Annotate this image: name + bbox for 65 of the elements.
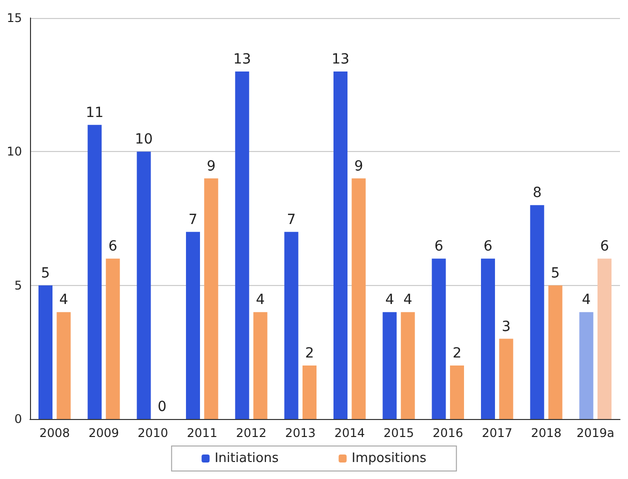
x-tick-label: 2008 (39, 426, 70, 440)
bar (382, 312, 397, 419)
x-tick-label: 2014 (334, 426, 365, 440)
data-label: 6 (434, 238, 444, 255)
bar (548, 285, 562, 419)
x-tick-label: 2016 (432, 426, 464, 440)
data-label: 4 (256, 292, 265, 308)
data-label: 4 (385, 292, 394, 308)
x-tick-label: 2015 (383, 426, 414, 440)
x-tick-label: 2017 (482, 426, 512, 440)
data-label: 4 (403, 292, 412, 308)
bar (284, 232, 298, 419)
y-tick-label: 0 (14, 412, 22, 426)
data-label: 6 (600, 238, 610, 255)
x-tick-label: 2009 (88, 426, 120, 440)
bar (400, 312, 415, 419)
data-label: 3 (502, 318, 511, 335)
bar (136, 152, 151, 419)
bar (530, 205, 544, 419)
data-label: 2 (305, 346, 314, 362)
x-tick-label: 2012 (236, 426, 267, 440)
bar (56, 312, 71, 419)
x-tick-label: 2010 (138, 426, 168, 440)
data-label: 13 (332, 51, 350, 68)
data-label: 13 (233, 51, 252, 68)
x-tick-label: 2011 (186, 426, 218, 440)
data-label: 6 (108, 238, 118, 255)
data-label: 4 (582, 292, 591, 308)
legend-label: Initiations (214, 451, 279, 466)
bar (598, 258, 612, 419)
data-label: 9 (206, 158, 216, 174)
y-tick-label: 15 (6, 11, 22, 25)
data-label: 2 (452, 346, 462, 362)
data-label: 5 (41, 265, 50, 282)
y-tick-label: 5 (14, 278, 22, 292)
bar (302, 366, 317, 419)
data-label: 0 (158, 399, 166, 415)
y-tick-label: 10 (6, 144, 22, 159)
bar (480, 258, 495, 419)
bar (450, 366, 464, 419)
data-label: 10 (134, 132, 153, 148)
bar (499, 338, 514, 419)
data-label: 7 (286, 212, 296, 228)
bar (88, 124, 102, 419)
x-tick-label: 2019a (576, 426, 614, 440)
bar (106, 258, 120, 419)
bar (579, 312, 594, 419)
bar (186, 232, 200, 419)
data-label: 9 (354, 158, 364, 174)
data-label: 5 (550, 265, 560, 282)
bar (235, 71, 250, 419)
data-label: 11 (86, 104, 104, 121)
data-label: 7 (188, 212, 198, 228)
data-label: 6 (484, 238, 493, 255)
bar (333, 71, 348, 419)
bar (38, 285, 52, 419)
bar (204, 178, 218, 419)
bar (352, 178, 366, 419)
data-label: 8 (532, 185, 542, 202)
bar (253, 312, 268, 419)
x-tick-label: 2018 (530, 426, 562, 440)
x-tick-label: 2013 (285, 426, 316, 440)
legend-label: Impositions (352, 451, 427, 466)
bar (432, 258, 446, 419)
data-label: 4 (59, 292, 68, 308)
